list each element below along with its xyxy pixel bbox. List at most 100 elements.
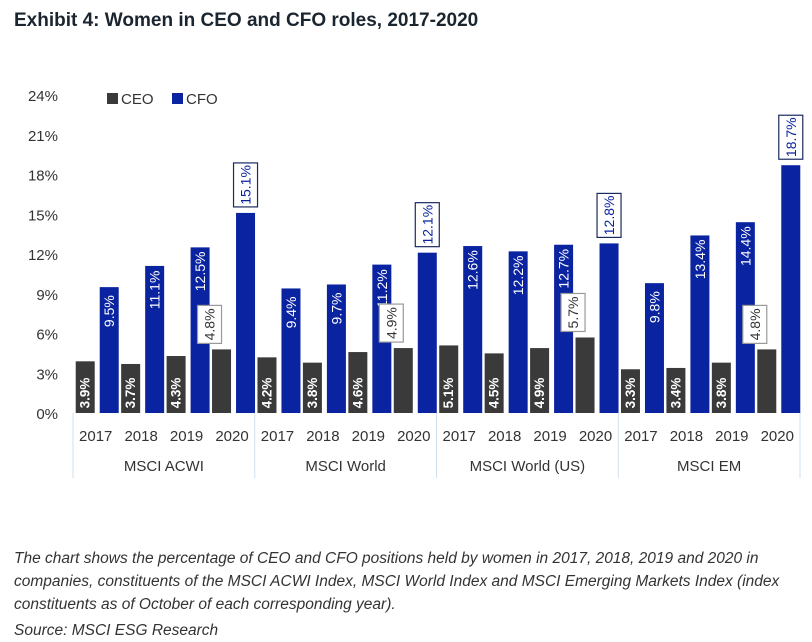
ceo-data-label: 3.9%	[78, 378, 93, 409]
cfo-bar	[781, 165, 801, 413]
cfo-bar	[417, 252, 437, 413]
cfo-data-label: 18.7%	[783, 117, 799, 157]
y-tick-label: 24%	[28, 88, 58, 105]
ceo-bar	[75, 361, 95, 413]
bar-chart: 0% 3% 6% 9% 12% 15% 18% 21% 24% CEO CFO 3.9% 9.5%…	[28, 88, 804, 478]
legend-label-cfo: CFO	[186, 91, 218, 108]
year-tick-label: 2020	[579, 428, 612, 445]
ceo-bar	[166, 356, 186, 413]
ceo-data-label: 4.2%	[259, 378, 274, 409]
year-tick-label: 2018	[670, 428, 703, 445]
cfo-data-label: 12.8%	[601, 196, 617, 236]
ceo-label-box	[378, 303, 404, 343]
cfo-data-label: 15.1%	[238, 165, 254, 205]
ceo-bar	[484, 353, 504, 413]
chart-title: Exhibit 4: Women in CEO and CFO roles, 2…	[14, 10, 479, 31]
year-tick-label: 2017	[261, 428, 294, 445]
ceo-data-label: 3.3%	[623, 378, 638, 409]
x-axis: MSCI ACWI 2017 2018 2019 2020 MSCI World 2017 2…	[72, 413, 801, 478]
year-tick-label: 2020	[761, 428, 794, 445]
year-tick-label: 2019	[715, 428, 748, 445]
ceo-data-label: 5.7%	[565, 297, 581, 329]
chart-source: Source: MSCI ESG Research	[14, 622, 219, 639]
cfo-data-label: 11.2%	[374, 269, 390, 308]
cfo-data-label: 12.2%	[510, 255, 526, 295]
cfo-data-label: 12.1%	[419, 205, 435, 245]
ceo-bar	[121, 363, 141, 413]
cfo-bar	[145, 265, 165, 413]
y-tick-label: 12%	[28, 247, 58, 264]
cfo-data-label: 9.8%	[646, 291, 662, 323]
ceo-label-box	[742, 304, 768, 344]
year-tick-label: 2017	[79, 428, 112, 445]
year-tick-label: 2018	[306, 428, 339, 445]
y-tick-label: 18%	[28, 168, 58, 185]
ceo-data-label: 4.8%	[747, 308, 763, 340]
y-tick-label: 6%	[36, 327, 58, 344]
ceo-data-label: 3.8%	[714, 378, 729, 409]
y-axis: 0% 3% 6% 9% 12% 15% 18% 21% 24%	[28, 88, 58, 423]
cfo-label-box	[414, 202, 440, 248]
ceo-bar	[575, 337, 595, 413]
cfo-bar	[599, 243, 619, 413]
ceo-data-label: 5.1%	[441, 378, 456, 409]
year-tick-label: 2019	[170, 428, 203, 445]
ceo-data-label: 4.5%	[487, 378, 502, 409]
cfo-data-label: 9.4%	[283, 296, 299, 328]
ceo-bar	[711, 362, 731, 413]
ceo-label-box	[196, 304, 223, 344]
year-tick-label: 2020	[397, 428, 430, 445]
group-label: MSCI ACWI	[124, 458, 204, 475]
ceo-data-label: 4.3%	[169, 378, 184, 409]
y-tick-label: 15%	[28, 207, 58, 224]
cfo-bar	[690, 235, 710, 413]
ceo-bar	[302, 362, 322, 413]
ceo-data-label: 4.9%	[532, 378, 547, 409]
legend-swatch-cfo	[172, 93, 183, 104]
ceo-data-label: 3.7%	[123, 378, 138, 409]
ceo-bar	[620, 369, 640, 413]
ceo-bar	[439, 345, 459, 413]
cfo-label-box	[596, 192, 622, 238]
ceo-bar	[212, 349, 232, 413]
chart-caption: The chart shows the percentage of CEO an…	[14, 550, 780, 613]
ceo-data-label: 3.8%	[305, 378, 320, 409]
year-tick-label: 2019	[533, 428, 566, 445]
year-tick-label: 2017	[624, 428, 657, 445]
y-tick-label: 21%	[28, 128, 58, 145]
year-tick-label: 2019	[352, 428, 385, 445]
ceo-bar	[257, 357, 277, 413]
cfo-bar	[281, 288, 301, 413]
ceo-data-label: 3.4%	[668, 378, 683, 409]
year-tick-label: 2018	[124, 428, 157, 445]
year-tick-label: 2020	[215, 428, 248, 445]
legend-label-ceo: CEO	[121, 91, 154, 108]
legend-swatch-ceo	[107, 93, 118, 104]
cfo-bar	[463, 246, 483, 413]
year-tick-label: 2017	[443, 428, 476, 445]
ceo-data-label: 4.9%	[383, 307, 399, 339]
cfo-data-label: 12.7%	[556, 249, 572, 289]
cfo-bar	[508, 251, 528, 413]
y-tick-label: 9%	[36, 287, 58, 304]
cfo-data-label: 12.5%	[192, 252, 208, 292]
cfo-data-label: 9.7%	[328, 293, 344, 325]
cfo-bar	[99, 287, 119, 413]
cfo-label-box	[778, 114, 804, 160]
cfo-data-label: 13.4%	[692, 240, 708, 280]
cfo-bar	[644, 283, 664, 413]
group-label: MSCI World (US)	[470, 458, 586, 475]
bars: 3.9% 9.5% 3.7% 11.1% 4.3% 12.5% 4.8% 15.1% 4.2% 9…	[75, 114, 804, 413]
ceo-bar	[757, 349, 777, 413]
ceo-bar	[348, 352, 368, 413]
cfo-data-label: 11.1%	[147, 271, 163, 310]
cfo-bar	[236, 212, 256, 413]
legend: CEO CFO	[107, 91, 218, 108]
cfo-data-label: 14.4%	[737, 226, 753, 266]
group-label: MSCI World	[305, 458, 386, 475]
year-tick-label: 2018	[488, 428, 521, 445]
ceo-bar	[666, 367, 686, 413]
y-tick-label: 3%	[36, 366, 58, 383]
ceo-label-box	[560, 292, 586, 333]
ceo-data-label: 4.8%	[202, 308, 218, 340]
